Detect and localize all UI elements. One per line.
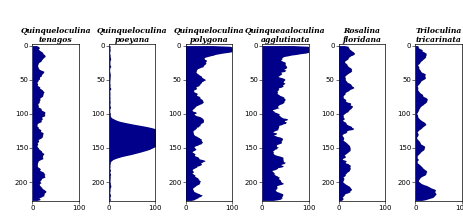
Title: Quinqueloculina
poeyana: Quinqueloculina poeyana [97,27,167,44]
Title: Quinqueloculina
tenagos: Quinqueloculina tenagos [20,27,91,44]
Title: Quinqueaaloculina
agglutinata: Quinqueaaloculina agglutinata [244,27,325,44]
Title: Rosalina
floridana: Rosalina floridana [342,27,381,44]
Title: Triloculina
tricarinata: Triloculina tricarinata [414,27,461,44]
Title: Quinqueloculina
polygona: Quinqueloculina polygona [173,27,244,44]
